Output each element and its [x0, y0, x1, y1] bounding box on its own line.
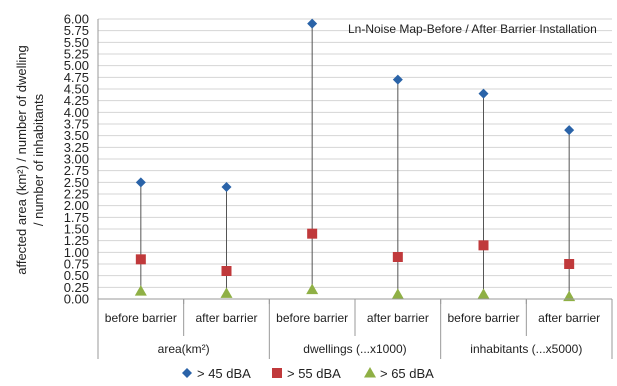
data-point-series-2: [392, 252, 403, 262]
chart-title: Ln-Noise Map-Before / After Barrier Inst…: [348, 22, 597, 36]
y-tick-label: 0.50: [64, 268, 89, 283]
x-category-label: after barrier: [538, 311, 600, 325]
y-tick-labels: 0.000.250.500.751.001.251.501.752.002.25…: [64, 12, 89, 307]
x-group-label: inhabitants (...x5000): [470, 342, 582, 356]
data-point-series-3: [134, 285, 147, 296]
data-point-series-1: [564, 125, 575, 136]
x-category-label: before barrier: [447, 311, 519, 325]
x-category-label: before barrier: [276, 311, 348, 325]
y-axis-label-line-2: / number of inhabitants: [31, 93, 46, 226]
data-point-series-3: [563, 290, 576, 302]
y-tick-label: 3.75: [64, 117, 89, 132]
y-tick-label: 2.00: [64, 198, 89, 213]
x-category-label: after barrier: [367, 311, 429, 325]
high-low-lines: [140, 23, 570, 297]
data-point-series-2: [221, 266, 232, 276]
legend-label: > 65 dBA: [380, 366, 434, 381]
data-point-series-3: [306, 283, 319, 295]
y-tick-label: 0.00: [64, 292, 89, 307]
x-category-label: before barrier: [105, 311, 177, 325]
data-markers: [134, 18, 576, 302]
data-point-series-2: [135, 254, 146, 265]
x-group-label: area(km²): [158, 342, 210, 356]
x-category-labels: before barrier after barrier before barrie…: [105, 311, 600, 325]
y-tick-label: 5.00: [64, 58, 89, 73]
y-tick-label: 1.00: [64, 245, 89, 260]
legend-marker-1: [182, 368, 192, 378]
legend: > 45 dBA > 55 dBA > 65 dBA: [182, 366, 434, 381]
y-tick-label: 3.00: [64, 152, 89, 167]
data-point-series-1: [307, 18, 318, 29]
y-tick-label: 4.50: [64, 82, 89, 97]
legend-label: > 45 dBA: [197, 366, 251, 381]
x-category-label: after barrier: [195, 311, 257, 325]
data-point-series-1: [478, 88, 489, 99]
y-tick-label: 6.00: [64, 12, 89, 27]
legend-marker-2: [272, 368, 282, 378]
legend-marker-3: [364, 367, 376, 378]
y-tick-label: 2.25: [64, 187, 89, 202]
data-point-series-2: [564, 259, 575, 269]
y-tick-label: 1.25: [64, 233, 89, 248]
axes: [97, 19, 613, 359]
y-tick-label: 4.00: [64, 105, 89, 120]
y-tick-label: 3.50: [64, 128, 89, 143]
data-point-series-2: [307, 228, 318, 239]
gridlines: [98, 18, 612, 288]
y-tick-label: 5.75: [64, 23, 89, 38]
y-tick-label: 1.75: [64, 210, 89, 225]
data-point-series-3: [391, 288, 404, 299]
y-tick-label: 1.50: [64, 222, 89, 237]
data-point-series-3: [220, 287, 233, 298]
x-group-labels: area(km²) dwellings (...x1000) inhabitants…: [158, 342, 583, 356]
y-tick-label: 4.75: [64, 70, 89, 85]
y-tick-label: 5.25: [64, 47, 89, 62]
y-tick-label: 0.75: [64, 257, 89, 272]
x-group-label: dwellings (...x1000): [303, 342, 406, 356]
y-tick-label: 3.25: [64, 140, 89, 155]
data-point-series-1: [221, 182, 232, 192]
y-axis-label-line-1: affected area (km²) / number of dwelling: [14, 45, 29, 275]
legend-label: > 55 dBA: [287, 366, 341, 381]
y-tick-label: 2.50: [64, 175, 89, 190]
data-point-series-1: [135, 177, 146, 188]
y-tick-label: 5.50: [64, 35, 89, 50]
data-point-series-1: [392, 74, 403, 85]
y-tick-label: 4.25: [64, 93, 89, 108]
data-point-series-2: [478, 240, 489, 251]
data-point-series-3: [477, 288, 490, 299]
y-tick-label: 0.25: [64, 280, 89, 295]
y-tick-label: 2.75: [64, 163, 89, 178]
